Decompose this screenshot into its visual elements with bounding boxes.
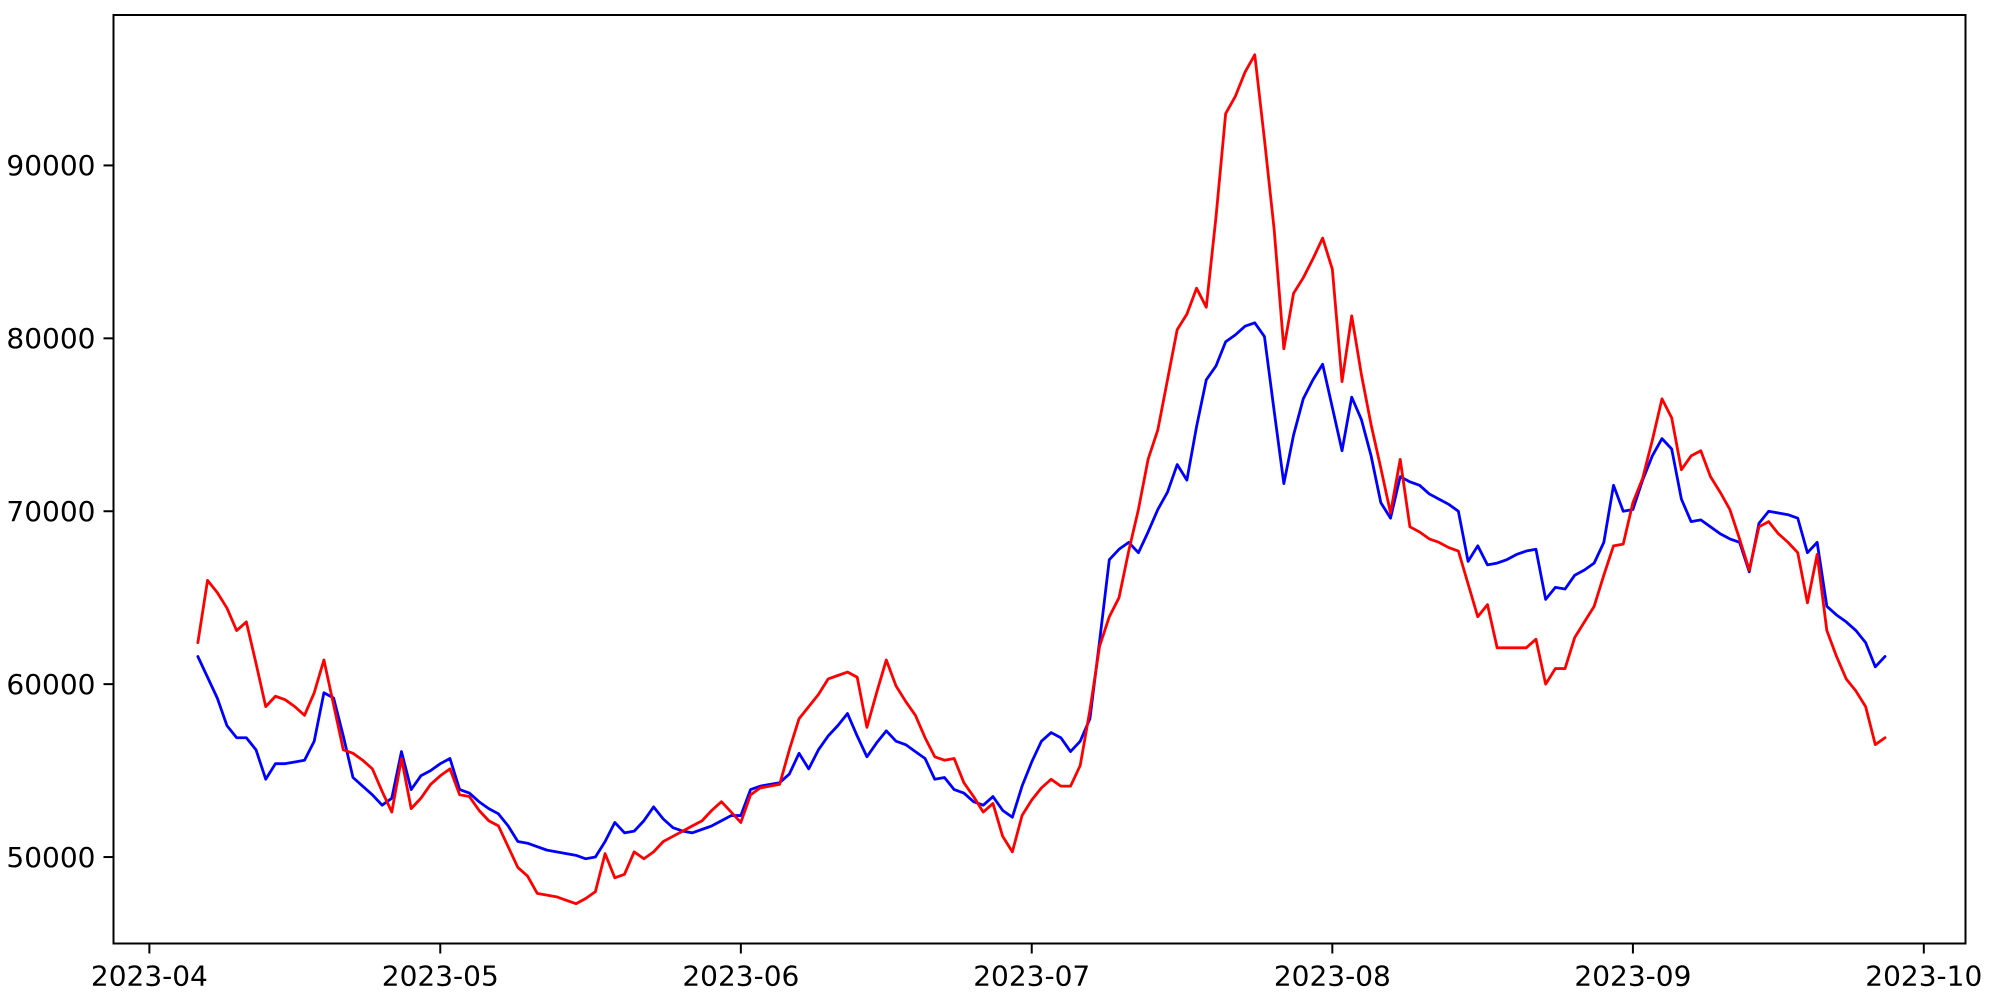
x-tick-label: 2023-09 xyxy=(1574,960,1691,993)
x-tick-label: 2023-10 xyxy=(1865,960,1982,993)
plot-background xyxy=(113,15,1966,944)
y-tick-label: 60000 xyxy=(6,668,95,701)
x-tick-label: 2023-05 xyxy=(382,960,499,993)
x-tick-label: 2023-07 xyxy=(973,960,1090,993)
red-line xyxy=(196,53,1887,906)
plot-area xyxy=(113,15,1966,944)
blue-line xyxy=(196,321,1887,861)
y-tick-label: 50000 xyxy=(6,841,95,874)
series-group xyxy=(196,53,1887,906)
axes-group: 50000 60000 70000 80000 90000 2023-04 2023-05 2… xyxy=(6,14,1982,993)
x-tick-label: 2023-06 xyxy=(682,960,799,993)
y-tick-label: 70000 xyxy=(6,495,95,528)
axes-frame xyxy=(112,14,1967,945)
x-tick-label: 2023-08 xyxy=(1274,960,1391,993)
y-tick-label: 90000 xyxy=(6,149,95,182)
x-tick-label: 2023-04 xyxy=(91,960,208,993)
y-tick-label: 80000 xyxy=(6,322,95,355)
